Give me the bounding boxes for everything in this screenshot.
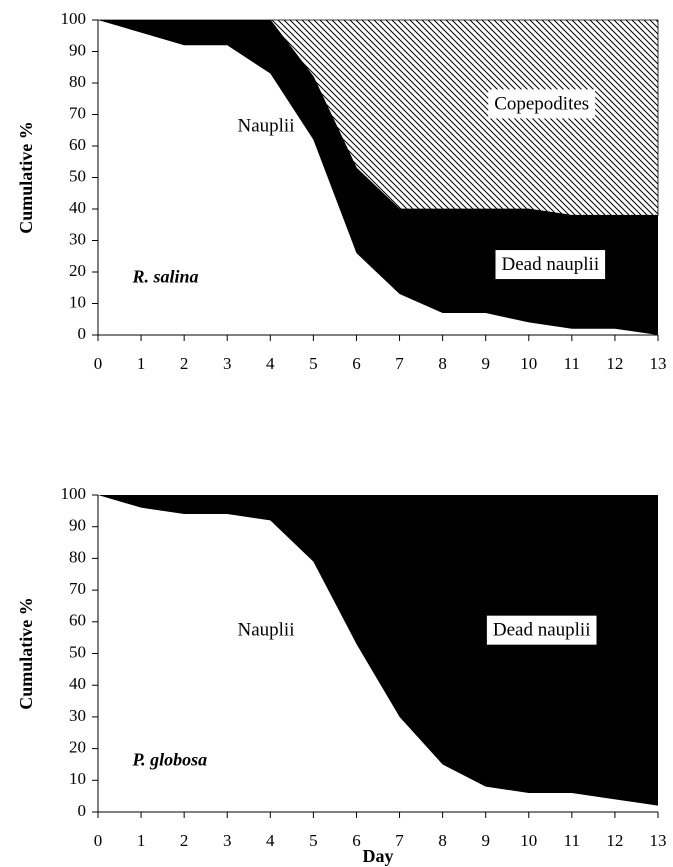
y-tick-label: 0 bbox=[78, 324, 87, 343]
y-tick-label: 10 bbox=[69, 769, 86, 788]
y-tick-label: 90 bbox=[69, 516, 86, 535]
x-tick-label: 9 bbox=[481, 354, 490, 373]
area-label: Nauplii bbox=[238, 620, 295, 641]
y-axis-label: Cumulative % bbox=[16, 597, 36, 710]
x-tick-label: 11 bbox=[564, 354, 580, 373]
y-tick-label: 40 bbox=[69, 198, 86, 217]
x-tick-label: 5 bbox=[309, 831, 318, 850]
x-tick-label: 3 bbox=[223, 354, 232, 373]
x-tick-label: 5 bbox=[309, 354, 318, 373]
area bbox=[98, 20, 658, 335]
y-tick-label: 10 bbox=[69, 292, 86, 311]
y-tick-label: 20 bbox=[69, 738, 86, 757]
y-tick-label: 100 bbox=[61, 9, 87, 28]
y-tick-label: 50 bbox=[69, 166, 86, 185]
y-axis-label: Cumulative % bbox=[16, 121, 36, 234]
x-tick-label: 4 bbox=[266, 831, 275, 850]
area-label-group: Nauplii bbox=[238, 620, 295, 641]
y-tick-label: 80 bbox=[69, 547, 86, 566]
x-tick-label: 7 bbox=[395, 354, 404, 373]
area-label: Copepodites bbox=[494, 93, 589, 114]
area-label-group: Dead nauplii bbox=[486, 615, 597, 645]
x-axis-label: Day bbox=[363, 846, 394, 866]
y-tick-label: 90 bbox=[69, 40, 86, 59]
label-box bbox=[486, 615, 597, 645]
area-label-group: Nauplii bbox=[238, 115, 295, 136]
y-tick-label: 60 bbox=[69, 611, 86, 630]
x-tick-label: 0 bbox=[94, 831, 103, 850]
y-tick-label: 100 bbox=[61, 484, 87, 503]
area-label: Dead nauplii bbox=[493, 620, 591, 641]
x-tick-label: 13 bbox=[650, 831, 667, 850]
y-tick-label: 70 bbox=[69, 579, 86, 598]
x-tick-label: 4 bbox=[266, 354, 275, 373]
y-tick-label: 80 bbox=[69, 72, 86, 91]
x-tick-label: 6 bbox=[352, 354, 361, 373]
y-tick-label: 20 bbox=[69, 261, 86, 280]
y-tick-label: 50 bbox=[69, 642, 86, 661]
area-label-group: Dead nauplii bbox=[495, 250, 606, 280]
x-tick-label: 7 bbox=[395, 831, 404, 850]
x-tick-label: 8 bbox=[438, 354, 447, 373]
y-tick-label: 0 bbox=[78, 801, 87, 820]
x-tick-label: 1 bbox=[137, 831, 146, 850]
x-tick-label: 12 bbox=[606, 354, 623, 373]
x-tick-label: 0 bbox=[94, 354, 103, 373]
y-tick-label: 60 bbox=[69, 135, 86, 154]
area bbox=[98, 19, 659, 216]
x-tick-label: 3 bbox=[223, 831, 232, 850]
area bbox=[98, 495, 658, 812]
x-tick-label: 1 bbox=[137, 354, 146, 373]
x-tick-label: 10 bbox=[520, 354, 537, 373]
x-tick-label: 12 bbox=[606, 831, 623, 850]
x-tick-label: 11 bbox=[564, 831, 580, 850]
x-tick-label: 2 bbox=[180, 831, 189, 850]
area-label-group: Copepodites bbox=[488, 89, 596, 119]
x-tick-label: 9 bbox=[481, 831, 490, 850]
annotation: P. globosa bbox=[131, 749, 207, 769]
annotation: R. salina bbox=[131, 266, 198, 286]
x-tick-label: 10 bbox=[520, 831, 537, 850]
area bbox=[98, 495, 658, 806]
area-label: Nauplii bbox=[238, 115, 295, 136]
x-tick-label: 8 bbox=[438, 831, 447, 850]
label-box bbox=[488, 89, 596, 119]
label-box bbox=[495, 250, 606, 280]
y-tick-label: 30 bbox=[69, 706, 86, 725]
y-tick-label: 40 bbox=[69, 674, 86, 693]
y-tick-label: 30 bbox=[69, 229, 86, 248]
x-tick-label: 13 bbox=[650, 354, 667, 373]
area-label: Dead nauplii bbox=[502, 254, 600, 275]
y-tick-label: 70 bbox=[69, 103, 86, 122]
x-tick-label: 2 bbox=[180, 354, 189, 373]
x-tick-label: 6 bbox=[352, 831, 361, 850]
